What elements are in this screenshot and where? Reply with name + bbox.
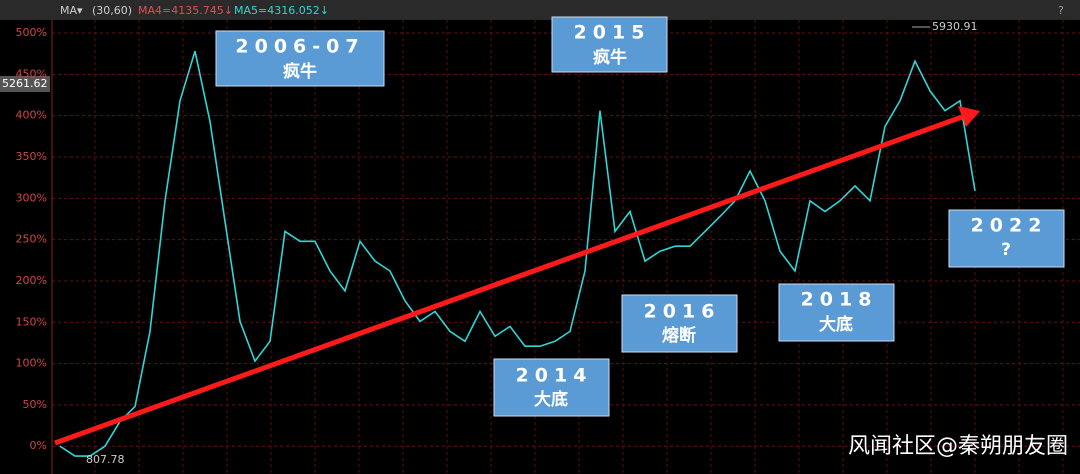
arrow-head: [958, 106, 980, 127]
annotation-box: [948, 209, 1065, 268]
annotation-box: [551, 16, 668, 73]
y-tick-label: 100%: [16, 357, 47, 370]
annotation-year: 2016: [644, 301, 721, 323]
annotation-note: 大底: [819, 314, 853, 335]
watermark: 风闻社区@秦朔朋友圈: [848, 434, 1068, 459]
y-tick-label: 50%: [23, 398, 47, 411]
grid: [52, 20, 1080, 474]
y-tick-label: 150%: [16, 315, 47, 328]
y-tick-label: 300%: [16, 191, 47, 204]
annotation-box: [215, 30, 385, 87]
annotation-year: 2015: [574, 22, 651, 44]
params: (30,60): [92, 4, 132, 17]
annotation-note: 大底: [534, 389, 568, 410]
annotation-box: [778, 283, 895, 342]
y-tick-label: 200%: [16, 274, 47, 287]
y-tick-label: 0%: [30, 439, 47, 452]
y-tick-label: 500%: [16, 26, 47, 39]
annotation-box: [493, 358, 610, 417]
current-price: 5261.62: [2, 77, 48, 90]
toolbar: [0, 0, 1080, 20]
ma5: MA5=4316.052↓: [234, 4, 329, 17]
plot: [59, 50, 976, 457]
annotation-year: 2006-07: [235, 36, 364, 58]
y-tick-label: 350%: [16, 150, 47, 163]
annotation-year: 2018: [801, 289, 878, 311]
indicator[interactable]: MA▾: [60, 4, 83, 17]
trend-arrow: [54, 114, 963, 446]
price-line: [59, 50, 976, 457]
ma4: MA4=4135.745↓: [138, 4, 233, 17]
y-tick-label: 250%: [16, 233, 47, 246]
y-tick-label: 450%: [16, 67, 47, 80]
annotation-note: ?: [1001, 240, 1011, 260]
y-tick-label: 400%: [16, 109, 47, 122]
annotation-year: 2014: [516, 365, 593, 387]
low-price: 807.78: [86, 453, 125, 466]
annotation-year: 2022: [971, 215, 1048, 237]
annotation-note: 疯牛: [283, 61, 317, 82]
help[interactable]: ?: [1058, 4, 1064, 17]
high-price: 5930.91: [932, 20, 978, 33]
price-box: [0, 76, 50, 92]
annotation-box: [621, 294, 738, 353]
annotation-note: 疯牛: [593, 47, 627, 68]
annotation-note: 熔断: [662, 325, 696, 346]
